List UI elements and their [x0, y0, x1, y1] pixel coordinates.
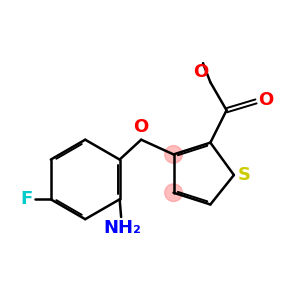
Text: O: O: [193, 63, 208, 81]
Text: F: F: [20, 190, 32, 208]
Text: O: O: [134, 118, 149, 136]
Circle shape: [165, 146, 182, 163]
Circle shape: [165, 184, 182, 202]
Text: O: O: [258, 91, 274, 109]
Text: S: S: [237, 166, 250, 184]
Text: NH₂: NH₂: [104, 219, 142, 237]
